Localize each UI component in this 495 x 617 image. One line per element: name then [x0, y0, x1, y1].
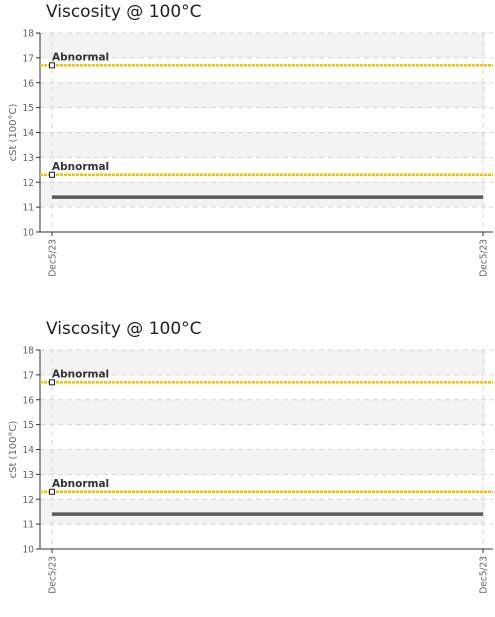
- y-axis-label: cSt (100°C): [8, 103, 19, 161]
- y-tick-label: 12: [23, 178, 34, 189]
- grid-band: [40, 350, 485, 375]
- y-tick-label: 14: [23, 128, 35, 139]
- y-tick-label: 11: [23, 520, 34, 531]
- y-tick-label: 18: [23, 29, 35, 40]
- x-tick-label: Dec5/23: [479, 556, 490, 594]
- y-tick-label: 13: [23, 153, 34, 164]
- y-axis-label: cSt (100°C): [8, 420, 19, 478]
- x-tick-label: Dec5/23: [48, 556, 59, 594]
- chart-plot: 10 11 12 13 14 15 16 17 18 cSt (100°C) Dec5/23 Dec5…: [8, 346, 493, 594]
- chart-title: Viscosity @ 100°C: [46, 2, 202, 22]
- grid-band: [40, 499, 485, 525]
- y-tick-label: 15: [23, 420, 34, 431]
- y-tick-label: 16: [23, 78, 35, 89]
- grid-band: [40, 182, 485, 208]
- y-tick-label: 11: [23, 203, 34, 214]
- y-tick-label: 10: [23, 545, 35, 556]
- chart-title: Viscosity @ 100°C: [46, 319, 202, 339]
- threshold-label: Abnormal: [52, 478, 109, 490]
- y-tick-label: 14: [23, 445, 35, 456]
- threshold-marker: [49, 379, 55, 386]
- y-tick-label: 17: [23, 53, 34, 64]
- y-tick-label: 12: [23, 495, 34, 506]
- threshold-marker: [49, 62, 55, 69]
- x-tick-label: Dec5/23: [48, 239, 59, 277]
- chart-plot: 10 11 12 13 14 15 16 17 18 cSt (100°C) Dec5/23 Dec5…: [8, 29, 493, 277]
- viscosity-chart-2: Viscosity @ 100°C 10 11 12 13 14 15 16 17 18 cSt …: [0, 317, 495, 617]
- grid-band: [40, 33, 485, 58]
- y-tick-label: 16: [23, 395, 35, 406]
- y-tick-label: 17: [23, 370, 34, 381]
- y-tick-label: 18: [23, 346, 35, 357]
- grid-band: [40, 399, 485, 425]
- x-tick-label: Dec5/23: [479, 239, 490, 277]
- threshold-label: Abnormal: [52, 161, 109, 173]
- y-tick-label: 10: [23, 228, 35, 239]
- grid-band: [40, 449, 485, 475]
- y-tick-label: 13: [23, 470, 34, 481]
- y-tick-label: 15: [23, 103, 34, 114]
- grid-band: [40, 132, 485, 158]
- threshold-marker: [49, 488, 55, 495]
- threshold-label: Abnormal: [52, 368, 109, 380]
- threshold-label: Abnormal: [52, 51, 109, 63]
- threshold-marker: [49, 171, 55, 178]
- grid-band: [40, 82, 485, 108]
- viscosity-chart-1: Viscosity @ 100°C 10 11 12 13 14 15 16 17 18 cSt …: [0, 0, 495, 300]
